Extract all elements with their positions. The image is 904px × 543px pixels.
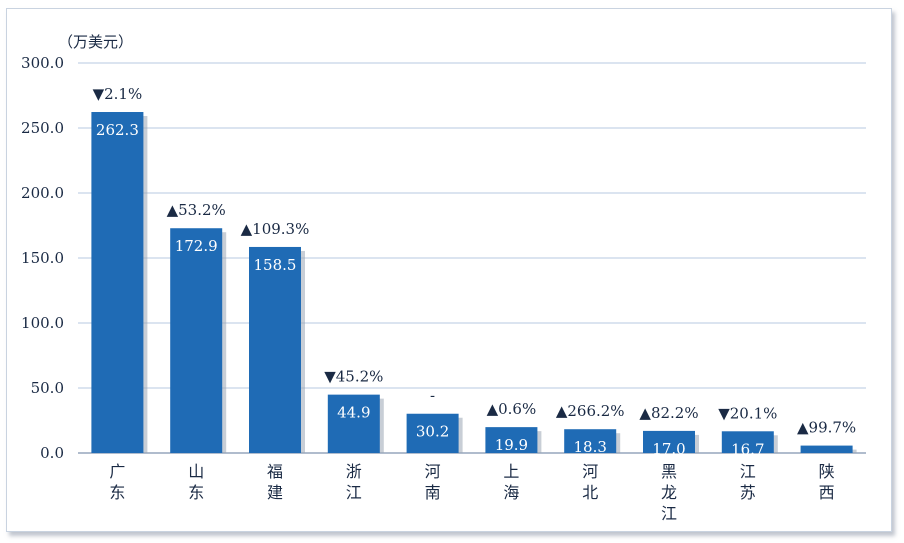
bar-value-label: 30.2	[416, 423, 449, 441]
bar-value-label: 19.9	[495, 436, 528, 454]
y-tick-label: 200.0	[21, 184, 64, 202]
y-tick-label: 300.0	[21, 54, 64, 72]
change-label: ▼20.1%	[718, 404, 777, 422]
change-label: -	[430, 387, 435, 405]
x-tick-label: 山	[188, 462, 204, 481]
change-label: ▲53.2%	[167, 201, 226, 219]
x-tick-label: 江	[740, 462, 756, 481]
y-tick-label: 100.0	[21, 314, 64, 332]
x-tick-label: 黑	[661, 462, 677, 481]
bar	[170, 228, 223, 453]
change-label: ▼2.1%	[93, 85, 143, 103]
x-tick-label: 浙	[346, 462, 362, 481]
x-tick-label: 龙	[661, 483, 677, 502]
bar-value-label: 17.0	[652, 440, 685, 458]
bar	[800, 445, 853, 453]
bar-value-label: 18.3	[573, 438, 606, 456]
x-tick-label: 广	[109, 462, 125, 481]
y-tick-label: 50.0	[31, 379, 64, 397]
bar	[721, 431, 774, 453]
bar	[249, 246, 301, 453]
x-tick-label: 建	[267, 483, 283, 502]
bar-value-label: 158.5	[254, 256, 297, 274]
change-label: ▲0.6%	[487, 400, 537, 418]
change-label: ▲99.7%	[797, 419, 856, 437]
y-tick-label: 250.0	[21, 119, 64, 137]
change-label: ▲82.2%	[639, 404, 698, 422]
x-tick-label: 南	[425, 483, 441, 502]
x-tick-label: 陕	[819, 462, 835, 481]
y-axis-ticks: 0.0 50.0 100.0 150.0 200.0 250.0 300.0	[21, 54, 64, 462]
bar	[564, 429, 617, 453]
x-tick-label: 河	[582, 462, 598, 481]
change-label: ▲109.3%	[241, 220, 310, 238]
x-tick-label: 东	[109, 483, 125, 502]
bar	[91, 112, 144, 453]
bar-value-label: 262.3	[96, 121, 139, 139]
x-tick-label: 上	[503, 462, 519, 481]
bar	[406, 413, 459, 453]
x-tick-label: 西	[819, 483, 835, 502]
change-label: ▼45.2%	[324, 368, 383, 386]
x-tick-label: 苏	[740, 483, 756, 502]
x-tick-label: 海	[503, 483, 519, 502]
bar-value-label: 5.7	[815, 455, 839, 473]
x-tick-label: 河	[425, 462, 441, 481]
x-tick-label: 福	[267, 462, 283, 481]
unit-label: （万美元）	[58, 33, 133, 51]
x-tick-label: 东	[188, 483, 204, 502]
bars: 262.3 ▼2.1% 172.9 ▲53.2% 158.5 ▲109.3% 44.9 ▼45…	[91, 85, 857, 473]
y-tick-label: 0.0	[40, 444, 64, 462]
bar	[643, 430, 695, 453]
y-tick-label: 150.0	[21, 249, 64, 267]
x-tick-label: 北	[582, 483, 598, 502]
bar-value-label: 172.9	[175, 237, 218, 255]
x-tick-label: 江	[661, 504, 677, 523]
x-tick-label: 江	[346, 483, 362, 502]
bar-value-label: 16.7	[731, 440, 764, 458]
bar	[485, 427, 538, 453]
bar	[327, 394, 380, 453]
bar-value-label: 44.9	[337, 404, 370, 422]
change-label: ▲266.2%	[556, 402, 625, 420]
